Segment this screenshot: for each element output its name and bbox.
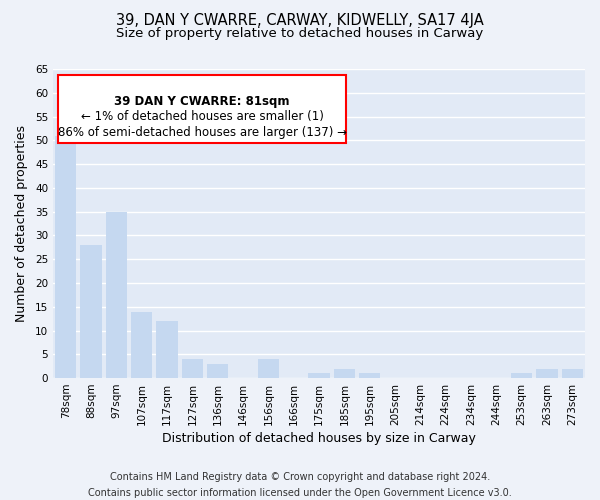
Bar (55, 136, 76, 378)
Bar (106, 212, 127, 378)
Bar (562, 368, 583, 378)
Bar (536, 368, 558, 378)
Bar (511, 374, 532, 378)
Text: 86% of semi-detached houses are larger (137) →: 86% of semi-detached houses are larger (… (58, 126, 347, 139)
Text: ← 1% of detached houses are smaller (1): ← 1% of detached houses are smaller (1) (80, 110, 323, 124)
Bar (131, 312, 152, 378)
FancyBboxPatch shape (58, 75, 346, 143)
Bar (308, 374, 330, 378)
Text: 39 DAN Y CWARRE: 81sqm: 39 DAN Y CWARRE: 81sqm (114, 95, 290, 108)
X-axis label: Distribution of detached houses by size in Carway: Distribution of detached houses by size … (162, 432, 476, 445)
Bar (257, 359, 279, 378)
Bar (156, 321, 178, 378)
Text: Contains HM Land Registry data © Crown copyright and database right 2024.: Contains HM Land Registry data © Crown c… (110, 472, 490, 482)
Bar (182, 359, 203, 378)
Y-axis label: Number of detached properties: Number of detached properties (15, 125, 28, 322)
Bar (80, 245, 102, 378)
Bar (334, 368, 355, 378)
Bar (207, 364, 229, 378)
Text: Size of property relative to detached houses in Carway: Size of property relative to detached ho… (116, 28, 484, 40)
Text: 39, DAN Y CWARRE, CARWAY, KIDWELLY, SA17 4JA: 39, DAN Y CWARRE, CARWAY, KIDWELLY, SA17… (116, 12, 484, 28)
Text: Contains public sector information licensed under the Open Government Licence v3: Contains public sector information licen… (88, 488, 512, 498)
Bar (359, 374, 380, 378)
